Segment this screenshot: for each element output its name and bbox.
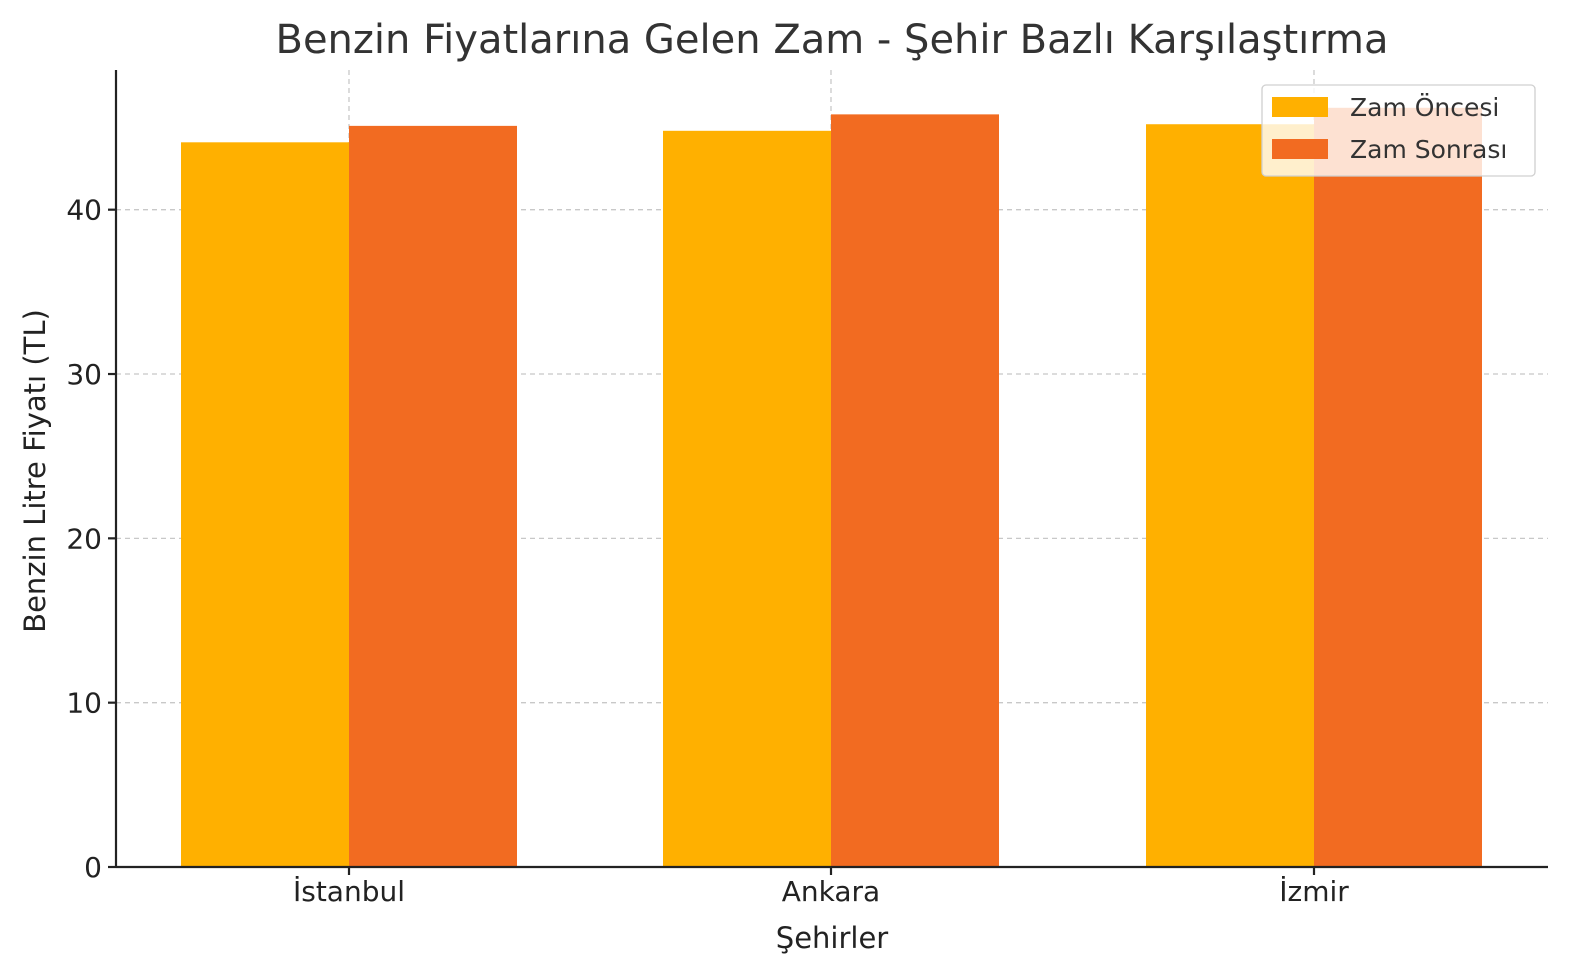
legend: Zam Öncesi Zam Sonrası (1261, 84, 1536, 177)
x-ticks: İstanbul Ankara İzmir (293, 867, 1349, 908)
x-tick-label: İzmir (1279, 875, 1349, 908)
bar-zam-sonrasi (349, 125, 517, 867)
legend-label-zam-oncesi: Zam Öncesi (1350, 93, 1499, 122)
bar-zam-oncesi (1146, 124, 1314, 867)
bars (181, 107, 1482, 867)
legend-box (1261, 84, 1536, 177)
y-tick-label: 40 (66, 194, 102, 227)
y-tick-label: 0 (84, 851, 102, 884)
y-tick-label: 30 (66, 358, 102, 391)
legend-swatch-zam-oncesi (1272, 97, 1328, 117)
y-tick-label: 10 (66, 687, 102, 720)
x-tick-label: Ankara (782, 875, 880, 908)
bar-zam-sonrasi (831, 114, 999, 867)
y-ticks: 0 10 20 30 40 (66, 194, 116, 884)
x-tick-label: İstanbul (293, 875, 405, 908)
legend-swatch-zam-sonrasi (1272, 139, 1328, 159)
bar-zam-sonrasi (1314, 107, 1482, 867)
x-axis-label: Şehirler (776, 921, 889, 955)
chart-title: Benzin Fiyatlarına Gelen Zam - Şehir Baz… (276, 17, 1389, 63)
bar-zam-oncesi (663, 130, 831, 867)
bar-zam-oncesi (181, 142, 349, 867)
legend-label-zam-sonrasi: Zam Sonrası (1350, 135, 1507, 164)
y-tick-label: 20 (66, 522, 102, 555)
y-axis-label: Benzin Litre Fiyatı (TL) (18, 309, 52, 633)
